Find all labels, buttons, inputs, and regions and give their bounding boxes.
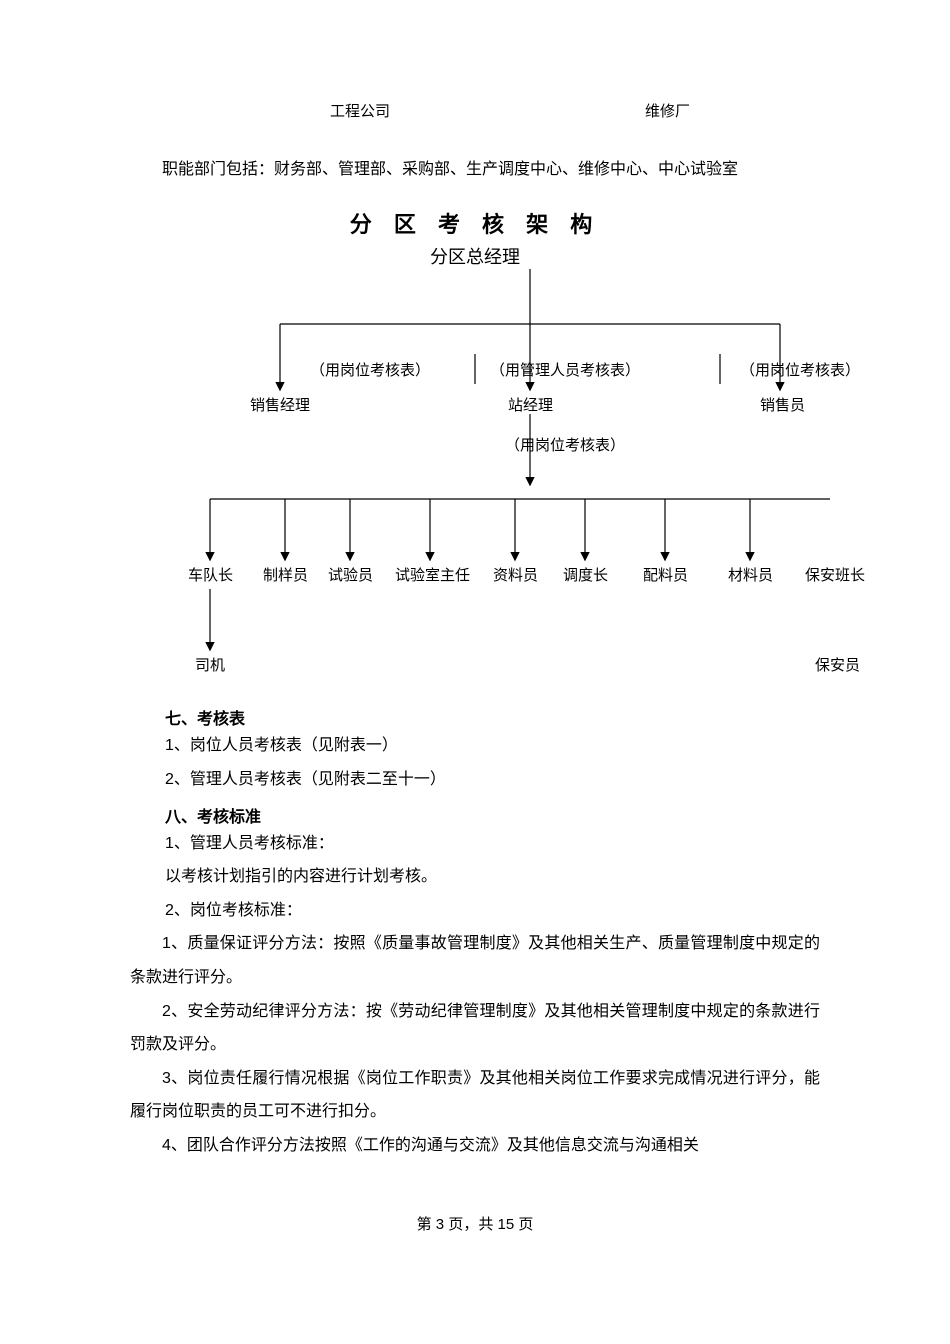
section-8-head: 八、考核标准 bbox=[165, 803, 820, 827]
page-footer: 第 3 页，共 15 页 bbox=[60, 1213, 890, 1234]
diagram-lines bbox=[120, 269, 830, 699]
sec7-line1: 1、岗位人员考核表（见附表一） bbox=[165, 729, 820, 763]
sec8-line2: 以考核计划指引的内容进行计划考核。 bbox=[165, 860, 820, 894]
node-fleet-leader: 车队长 bbox=[188, 564, 233, 585]
sec8-line1: 1、管理人员考核标准： bbox=[165, 827, 820, 861]
node-sales-manager: 销售经理 bbox=[250, 394, 310, 415]
sec8-p4: 4、团队合作评分方法按照《工作的沟通与交流》及其他信息交流与沟通相关 bbox=[130, 1129, 820, 1163]
intro-paragraph: 职能部门包括：财务部、管理部、采购部、生产调度中心、维修中心、中心试验室 bbox=[130, 151, 820, 189]
document-page: 工程公司 维修厂 职能部门包括：财务部、管理部、采购部、生产调度中心、维修中心、… bbox=[0, 0, 950, 1294]
note-right: （用岗位考核表） bbox=[740, 359, 860, 380]
node-security-leader: 保安班长 bbox=[805, 564, 865, 585]
node-batcher: 配料员 bbox=[643, 564, 688, 585]
top-small-labels: 工程公司 维修厂 bbox=[60, 100, 890, 121]
node-dispatch-leader: 调度长 bbox=[563, 564, 608, 585]
node-lab-director: 试验室主任 bbox=[395, 564, 470, 585]
diagram-title: 分 区 考 核 架 构 bbox=[60, 207, 890, 239]
node-security-guard: 保安员 bbox=[815, 654, 860, 675]
diagram-root: 分区总经理 bbox=[60, 243, 890, 269]
node-salesperson: 销售员 bbox=[760, 394, 805, 415]
sec8-p1: 1、质量保证评分方法：按照《质量事故管理制度》及其他相关生产、质量管理制度中规定… bbox=[130, 927, 820, 994]
note-left: （用岗位考核表） bbox=[310, 359, 430, 380]
sec8-line3: 2、岗位考核标准： bbox=[165, 894, 820, 928]
node-driver: 司机 bbox=[195, 654, 225, 675]
section-7-head: 七、考核表 bbox=[165, 705, 820, 729]
note-under-station: （用岗位考核表） bbox=[505, 434, 625, 455]
node-sampler: 制样员 bbox=[263, 564, 308, 585]
note-mid: （用管理人员考核表） bbox=[490, 359, 640, 380]
sec7-line2: 2、管理人员考核表（见附表二至十一） bbox=[165, 763, 820, 797]
org-chart-diagram: （用岗位考核表） （用管理人员考核表） （用岗位考核表） 销售经理 站经理 销售… bbox=[120, 269, 830, 699]
sec8-p2: 2、安全劳动纪律评分方法：按《劳动纪律管理制度》及其他相关管理制度中规定的条款进… bbox=[130, 995, 820, 1062]
label-repair-factory: 维修厂 bbox=[645, 100, 690, 121]
node-material-clerk: 材料员 bbox=[728, 564, 773, 585]
node-station-manager: 站经理 bbox=[508, 394, 553, 415]
node-data-clerk: 资料员 bbox=[493, 564, 538, 585]
label-engineering-company: 工程公司 bbox=[330, 100, 390, 121]
sec8-p3: 3、岗位责任履行情况根据《岗位工作职责》及其他相关岗位工作要求完成情况进行评分，… bbox=[130, 1062, 820, 1129]
node-tester: 试验员 bbox=[328, 564, 373, 585]
